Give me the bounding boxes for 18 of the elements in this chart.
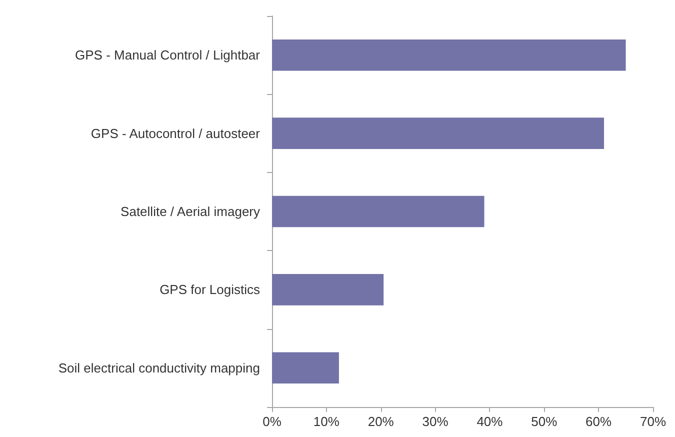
bar: [272, 274, 384, 306]
y-tick-label: Soil electrical conductivity mapping: [58, 360, 260, 376]
y-tick-label: GPS - Autocontrol / autosteer: [90, 126, 261, 141]
x-tick-label: 70%: [640, 414, 666, 429]
bar: [272, 118, 604, 149]
y-tick-label: GPS - Manual Control / Lightbar: [75, 48, 261, 63]
bar: [272, 352, 339, 384]
x-tick-label: 50%: [531, 414, 558, 429]
x-tick-label: 40%: [476, 414, 504, 429]
x-tick-label: 0%: [262, 414, 282, 429]
x-tick-label: 60%: [586, 414, 612, 429]
bar: [272, 196, 484, 228]
y-tick-label: GPS for Logistics: [160, 282, 260, 298]
x-tick-label: 30%: [422, 414, 449, 429]
bar: [272, 39, 626, 71]
y-tick-label: Satellite / Aerial imagery: [120, 204, 260, 219]
x-tick-label: 20%: [368, 414, 394, 429]
x-tick-label: 10%: [313, 414, 340, 429]
